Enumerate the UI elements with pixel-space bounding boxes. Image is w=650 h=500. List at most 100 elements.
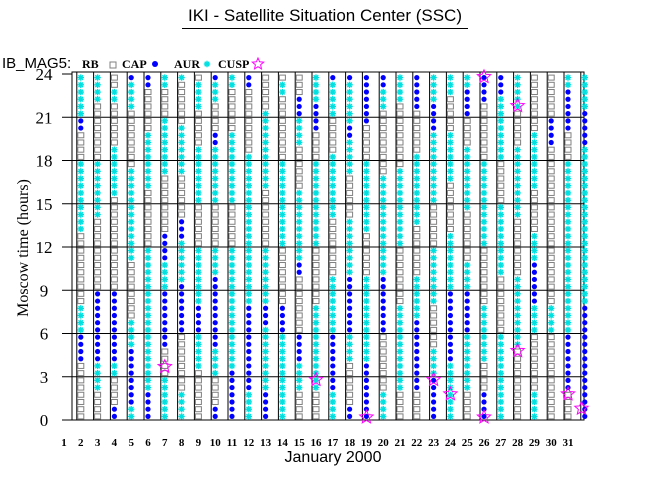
mark-rb [77, 406, 85, 413]
mark-rb [530, 341, 538, 348]
mark-aur [497, 132, 504, 139]
mark-rb [312, 290, 320, 297]
mark-rb [430, 204, 438, 211]
mark-cap [363, 392, 369, 398]
mark-rb [110, 103, 118, 110]
mark-aur [279, 384, 286, 391]
mark-rb [178, 204, 186, 211]
mark-rb [77, 398, 85, 405]
mark-rb [480, 146, 488, 153]
mark-cap [212, 406, 218, 412]
mark-rb [547, 348, 555, 355]
mark-aur [245, 168, 252, 175]
x-tick-label: 15 [294, 437, 306, 449]
mark-aur [77, 182, 84, 189]
mark-aur [245, 276, 252, 283]
mark-aur [279, 341, 286, 348]
mark-rb [480, 370, 488, 377]
mark-rb [480, 290, 488, 297]
mark-cap [296, 334, 302, 340]
mark-aur [380, 413, 387, 420]
mark-cap [279, 305, 285, 311]
mark-aur [564, 204, 572, 211]
mark-rb [446, 189, 454, 196]
mark-aur [564, 261, 572, 269]
mark-rb [228, 117, 236, 124]
mark-rb [278, 110, 286, 117]
mark-aur [346, 348, 353, 355]
mark-rb [228, 125, 236, 132]
mark-rb [278, 139, 286, 146]
mark-rb [446, 96, 454, 103]
mark-aur [363, 290, 370, 298]
mark-aur [531, 182, 538, 189]
mark-aur [111, 146, 118, 153]
mark-rb [211, 225, 219, 232]
mark-rb [430, 312, 438, 319]
mark-aur [396, 305, 404, 312]
mark-aur [195, 341, 202, 348]
mark-aur [245, 225, 252, 233]
mark-rb [346, 197, 354, 204]
mark-aur [128, 333, 135, 341]
mark-rb [161, 348, 169, 355]
mark-rb [396, 247, 404, 254]
mark-rb [547, 413, 555, 420]
mark-rb [295, 175, 303, 182]
mark-rb [396, 125, 404, 132]
mark-aur [497, 377, 504, 384]
mark-cap [95, 305, 101, 311]
mark-aur [195, 269, 202, 276]
mark-aur [312, 175, 320, 182]
mark-cap [347, 320, 353, 326]
mark-aur [447, 398, 454, 406]
x-tick-label: 13 [260, 437, 272, 449]
mark-cap [246, 75, 252, 81]
mark-rb [413, 269, 421, 276]
mark-aur [380, 96, 387, 103]
mark-aur [413, 168, 420, 175]
mark-aur [296, 240, 303, 247]
mark-rb [480, 276, 488, 283]
mark-aur [581, 81, 588, 89]
mark-rb [194, 406, 202, 413]
mark-cap [296, 111, 302, 117]
mark-rb [413, 398, 421, 405]
mark-rb [161, 175, 169, 182]
mark-rb [77, 240, 85, 247]
mark-aur [245, 398, 252, 406]
mark-aur [363, 218, 370, 225]
mark-rb [161, 182, 169, 189]
mark-rb [379, 168, 387, 175]
mark-rb [396, 406, 404, 413]
mark-aur [245, 405, 252, 413]
mark-aur [413, 204, 420, 211]
mark-rb [547, 362, 555, 369]
mark-aur [245, 240, 252, 247]
mark-rb [480, 262, 488, 269]
mark-cap [363, 413, 369, 419]
mark-aur [581, 232, 588, 240]
mark-rb [94, 139, 102, 146]
mark-rb [547, 204, 555, 211]
mark-aur [363, 189, 370, 197]
mark-aur [430, 74, 437, 81]
mark-rb [547, 81, 555, 88]
mark-aur [312, 240, 320, 247]
mark-aur [564, 290, 572, 298]
mark-rb [127, 312, 135, 319]
mark-rb [463, 233, 471, 240]
mark-rb [547, 153, 555, 160]
mark-aur [144, 305, 152, 312]
mark-aur [346, 261, 353, 269]
mark-cap [431, 384, 437, 391]
mark-rb [530, 103, 538, 110]
mark-aur [430, 269, 437, 276]
mark-rb [77, 139, 85, 146]
mark-rb [413, 240, 421, 247]
mark-rb [77, 269, 85, 276]
mark-rb [295, 153, 303, 160]
mark-aur [128, 232, 135, 240]
mark-aur [144, 254, 152, 262]
mark-aur [413, 211, 420, 218]
